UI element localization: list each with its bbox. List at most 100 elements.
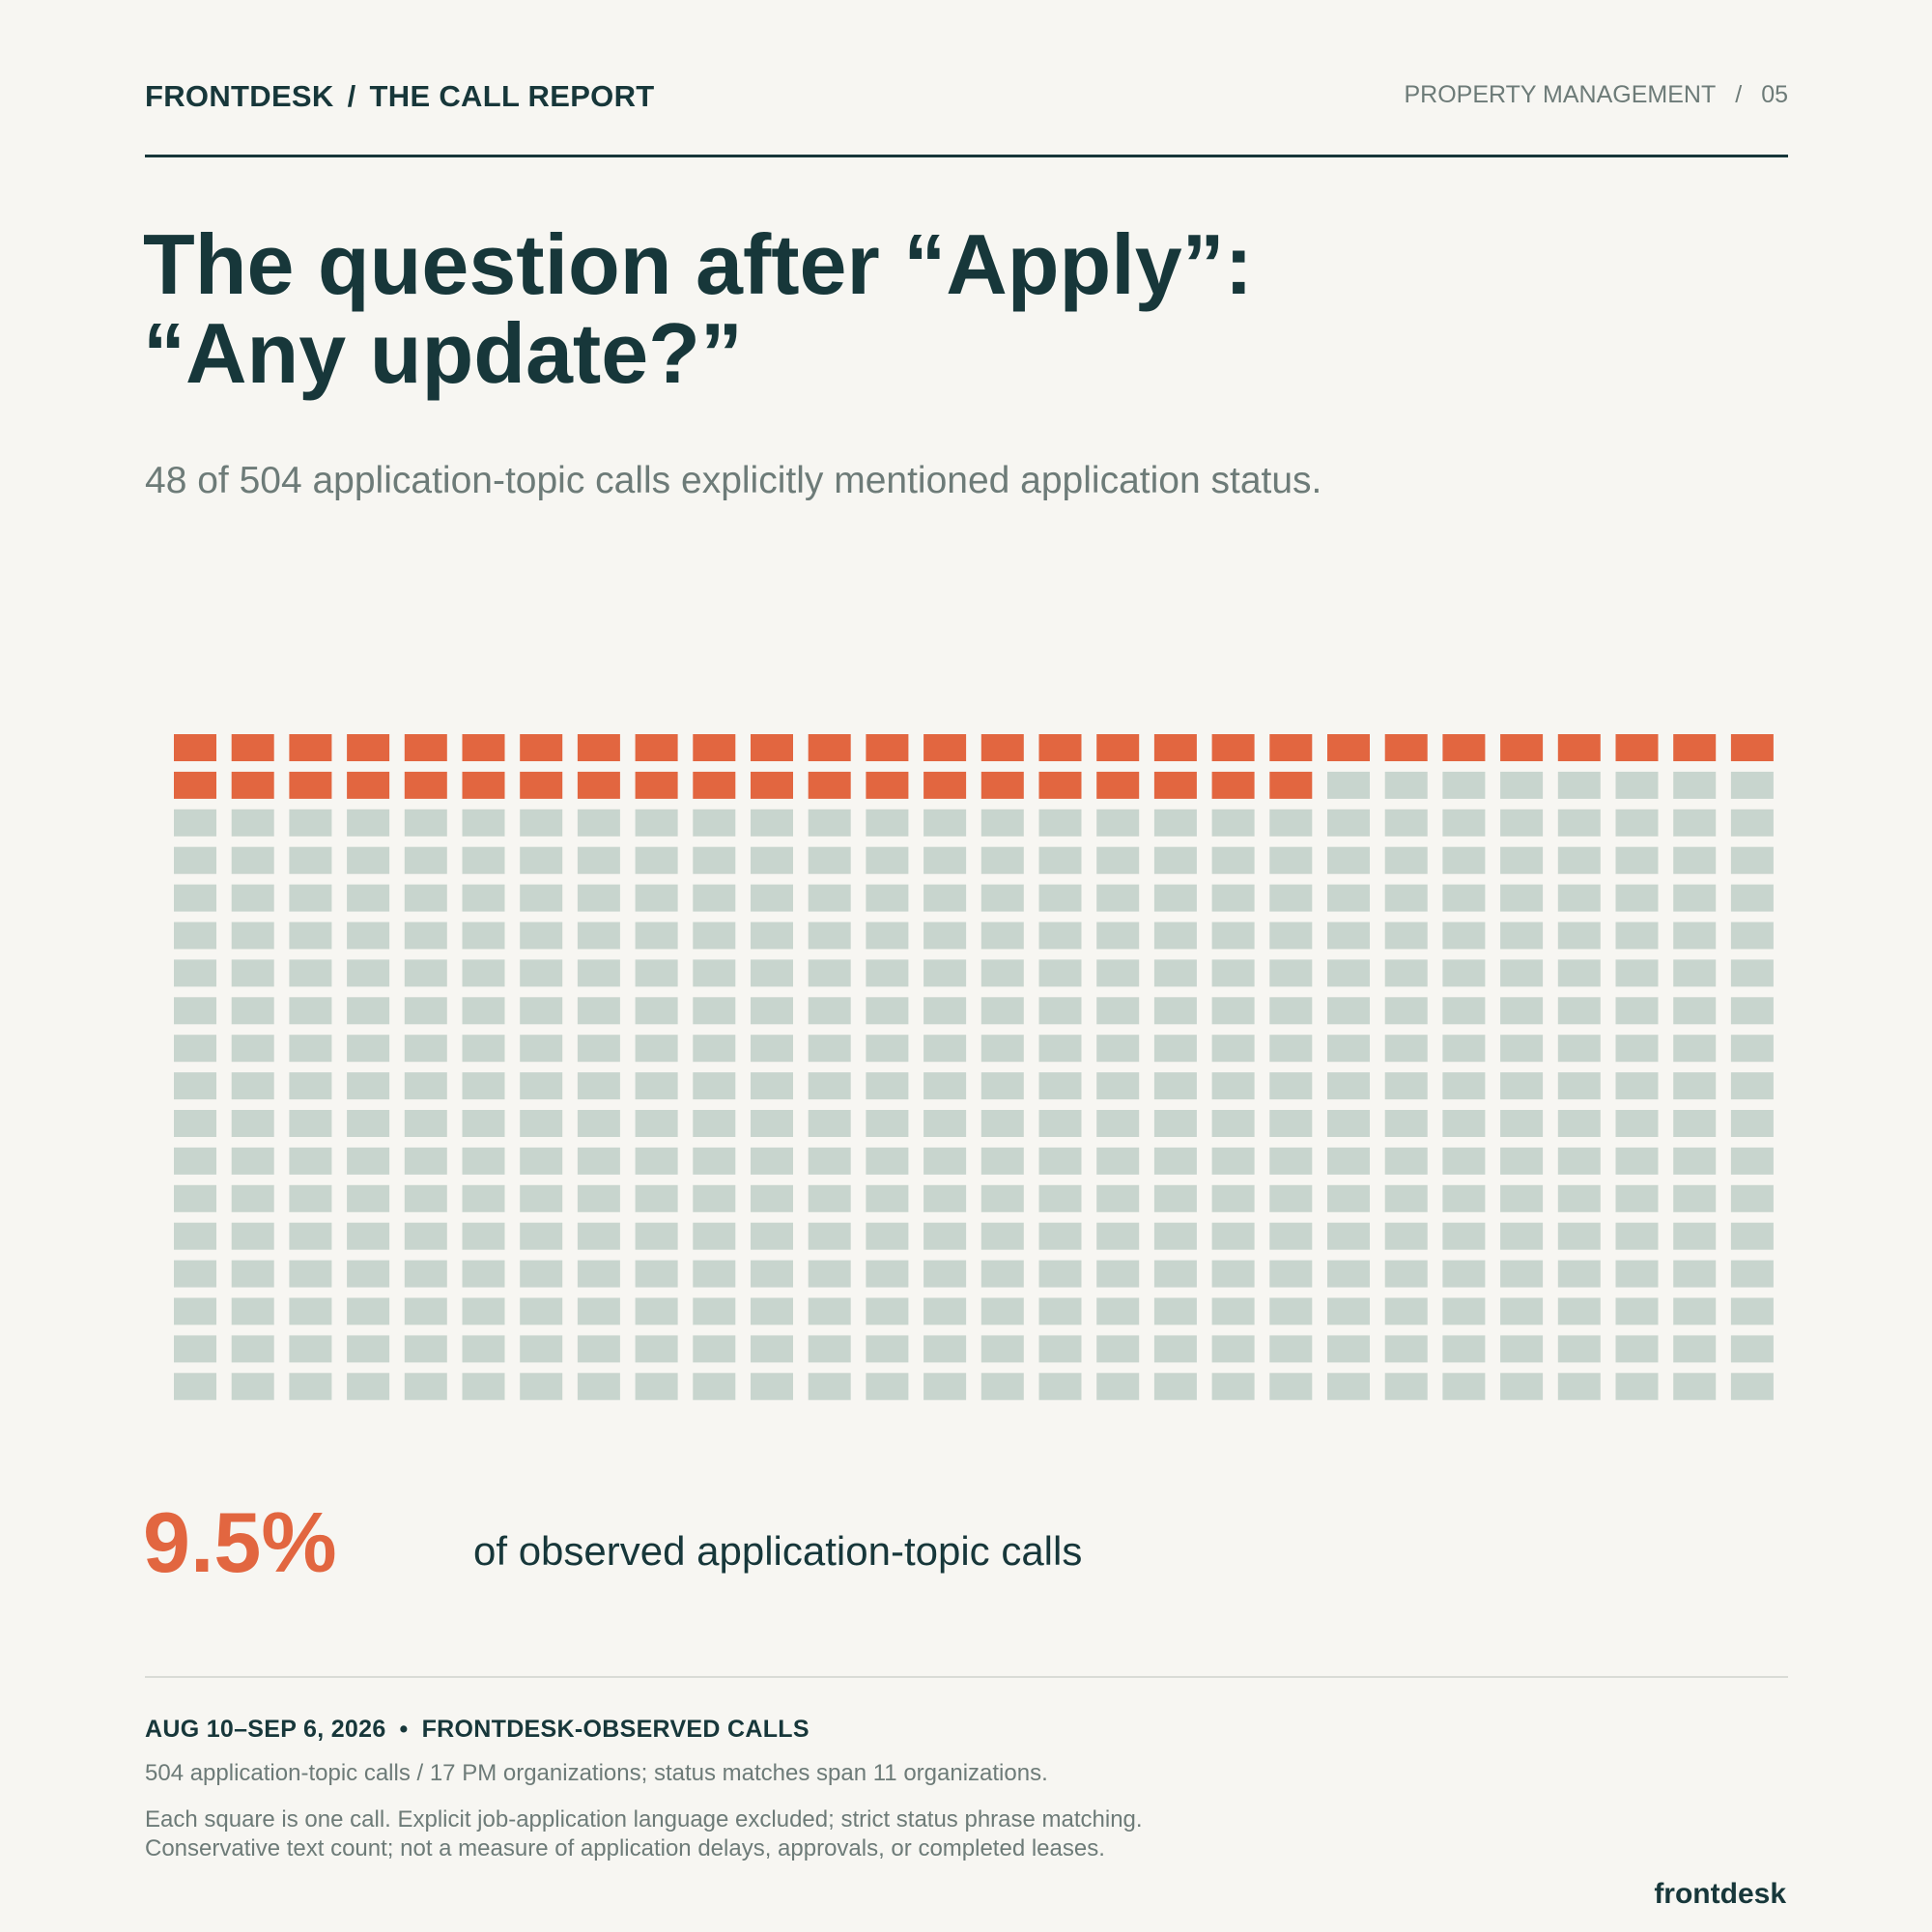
waffle-square-other (1269, 1184, 1313, 1212)
waffle-square-other (231, 1184, 274, 1212)
waffle-square-other (1442, 997, 1486, 1025)
waffle-square-other (462, 1373, 505, 1401)
waffle-square-status (1038, 771, 1082, 799)
waffle-square-other (1153, 1335, 1197, 1363)
waffle-square-other (693, 1297, 736, 1325)
waffle-square-other (1327, 922, 1370, 950)
waffle-square-other (751, 1297, 793, 1325)
waffle-square-status (693, 771, 736, 799)
waffle-square-other (1269, 1335, 1313, 1363)
waffle-square-other (462, 809, 505, 837)
waffle-square-other (808, 1260, 851, 1288)
waffle-square-other (462, 1184, 505, 1212)
waffle-square-other (289, 997, 332, 1025)
waffle-square-other (404, 1297, 447, 1325)
waffle-square-other (520, 997, 563, 1025)
waffle-square-other (462, 1335, 505, 1363)
waffle-square-other (751, 1222, 793, 1250)
stat-caption: of observed application-topic calls (473, 1528, 1083, 1574)
waffle-square-other (1096, 1297, 1140, 1325)
waffle-square-other (751, 1373, 793, 1401)
waffle-square-other (462, 1222, 505, 1250)
waffle-square-other (1269, 922, 1313, 950)
waffle-square-other (347, 1260, 390, 1288)
waffle-square-other (174, 922, 216, 950)
waffle-square-other (808, 884, 851, 912)
waffle-square-other (174, 884, 216, 912)
waffle-square-other (1096, 884, 1140, 912)
waffle-square-other (1557, 809, 1601, 837)
waffle-square-other (1211, 1110, 1255, 1137)
waffle-square-other (462, 922, 505, 950)
waffle-square-other (1269, 1373, 1313, 1401)
waffle-square-other (231, 1072, 274, 1100)
waffle-square-other (1673, 997, 1717, 1025)
waffle-square-other (520, 1222, 563, 1250)
waffle-square-other (1673, 1072, 1717, 1100)
waffle-square-other (866, 1222, 909, 1250)
waffle-square-other (1327, 1335, 1370, 1363)
waffle-square-status (1327, 734, 1370, 761)
waffle-square-other (1442, 1072, 1486, 1100)
waffle-square-other (1615, 809, 1659, 837)
waffle-square-other (635, 1110, 678, 1137)
waffle-square-other (404, 1335, 447, 1363)
waffle-square-other (635, 1184, 678, 1212)
waffle-square-other (289, 1260, 332, 1288)
waffle-square-status (1500, 734, 1544, 761)
waffle-square-other (1730, 959, 1774, 987)
waffle-square-other (174, 997, 216, 1025)
waffle-square-other (980, 1335, 1024, 1363)
waffle-square-other (1211, 1335, 1255, 1363)
waffle-square-other (520, 809, 563, 837)
waffle-square-other (980, 959, 1024, 987)
waffle-square-other (520, 1184, 563, 1212)
footer-note-caveat: Conservative text count; not a measure o… (145, 1835, 1105, 1861)
waffle-square-other (1211, 884, 1255, 912)
waffle-square-other (1096, 846, 1140, 874)
waffle-square-other (1500, 1260, 1544, 1288)
waffle-square-other (1673, 1147, 1717, 1175)
waffle-square-other (1673, 1373, 1717, 1401)
waffle-square-other (1269, 846, 1313, 874)
waffle-square-other (1327, 1260, 1370, 1288)
waffle-square-status (1730, 734, 1774, 761)
waffle-square-other (1442, 846, 1486, 874)
waffle-square-other (1730, 1184, 1774, 1212)
waffle-square-other (174, 1260, 216, 1288)
waffle-square-other (347, 1072, 390, 1100)
waffle-square-other (1673, 959, 1717, 987)
waffle-square-status (1211, 734, 1255, 761)
waffle-square-other (1327, 809, 1370, 837)
waffle-square-other (1442, 959, 1486, 987)
waffle-square-other (1211, 1297, 1255, 1325)
waffle-square-other (347, 884, 390, 912)
waffle-square-other (1038, 1184, 1082, 1212)
waffle-square-other (1384, 1035, 1428, 1063)
waffle-square-other (289, 1335, 332, 1363)
waffle-square-other (693, 922, 736, 950)
waffle-square-status (520, 734, 563, 761)
waffle-square-other (1327, 1222, 1370, 1250)
waffle-square-other (1615, 1072, 1659, 1100)
waffle-square-other (1730, 922, 1774, 950)
waffle-square-status (751, 771, 793, 799)
waffle-square-status (1615, 734, 1659, 761)
waffle-square-other (1327, 1072, 1370, 1100)
waffle-square-other (1500, 1297, 1544, 1325)
waffle-square-other (751, 1147, 793, 1175)
waffle-square-other (1384, 922, 1428, 950)
waffle-square-other (808, 809, 851, 837)
waffle-square-other (751, 1035, 793, 1063)
waffle-square-other (693, 809, 736, 837)
waffle-square-status (980, 771, 1024, 799)
waffle-square-other (1730, 1260, 1774, 1288)
waffle-square-other (1730, 884, 1774, 912)
waffle-square-status (635, 734, 678, 761)
waffle-square-other (1269, 809, 1313, 837)
waffle-square-other (1442, 1147, 1486, 1175)
waffle-square-other (347, 1147, 390, 1175)
waffle-square-other (1500, 1110, 1544, 1137)
waffle-square-other (520, 1260, 563, 1288)
waffle-square-other (693, 1373, 736, 1401)
